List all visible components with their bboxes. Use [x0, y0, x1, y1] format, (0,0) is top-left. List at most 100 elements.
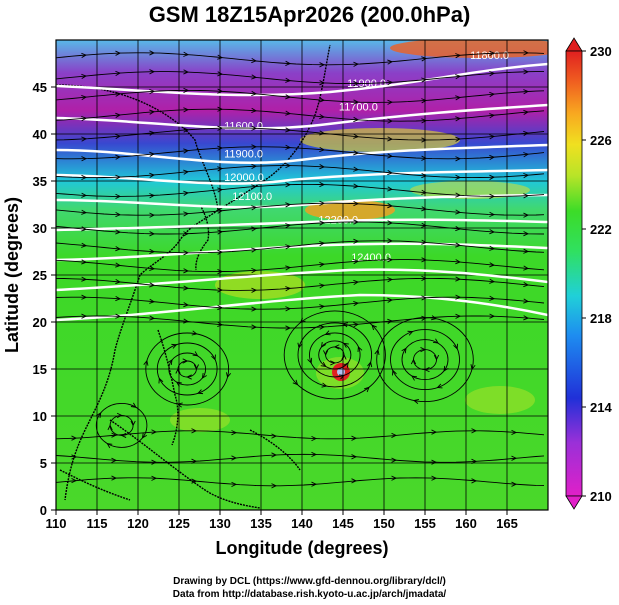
streamline-arrow [251, 205, 258, 211]
x-axis: 110 115 120 125 130 135 140 145 150 155 160 165 [46, 510, 518, 531]
streamline-arrow [391, 457, 398, 463]
y-tick-label: 40 [33, 127, 47, 142]
streamline-arrow [149, 315, 156, 321]
streamline-arrow [81, 259, 88, 265]
streamline-arrow [387, 257, 394, 263]
map-title: GSM 18Z15Apr2026 (200.0hPa) [148, 2, 471, 27]
streamline-arrow [271, 483, 278, 489]
streamline-arrow [107, 424, 113, 431]
streamline-arrow [81, 209, 88, 215]
streamline-arrow [353, 150, 360, 156]
streamline-arrow [151, 475, 158, 481]
streamline-arrow [271, 452, 278, 458]
streamline-arrow [81, 276, 88, 282]
streamline-arrow [285, 127, 292, 133]
streamline-arrow [251, 267, 258, 274]
streamline-arrow [217, 249, 224, 255]
streamline-arrow [81, 174, 88, 181]
streamline-arrow [285, 265, 292, 271]
streamline-arrow [192, 351, 199, 357]
streamline [56, 477, 545, 487]
streamline-arrow [71, 478, 78, 484]
streamline-arrow [353, 61, 360, 67]
colorbar-tick-label: 222 [590, 222, 612, 237]
streamline-arrow [471, 458, 478, 464]
streamline-arrow [81, 192, 88, 198]
colorbar-tick-label: 210 [590, 489, 612, 504]
streamline-arrow [367, 361, 373, 368]
y-tick-label: 35 [33, 174, 47, 189]
contour-label: 12100.0 [232, 191, 272, 203]
streamline-arrow [191, 478, 198, 484]
streamline-arrow [285, 77, 292, 83]
streamline-arrow [319, 80, 326, 86]
streamline-arrow [455, 294, 462, 300]
streamline-arrow [391, 475, 398, 481]
streamline-arrow [149, 50, 156, 56]
streamline-arrow [115, 295, 122, 302]
streamline-arrow [149, 130, 156, 136]
streamline-arrow [143, 359, 149, 366]
streamline-arrow [421, 137, 428, 143]
streamline-arrow [455, 209, 462, 215]
streamline-arrow [523, 89, 530, 95]
streamline-arrow [183, 231, 190, 237]
streamline-arrow [285, 306, 292, 312]
streamline-arrow [357, 345, 363, 352]
streamline-arrow [455, 74, 462, 80]
streamline-arrow [285, 60, 292, 66]
streamline-arrow [353, 99, 360, 105]
streamline-arrow [319, 97, 326, 103]
streamline-arrow [387, 118, 394, 124]
streamline-arrow [183, 285, 190, 291]
x-tick-label: 150 [373, 516, 395, 531]
streamline-arrow [197, 389, 204, 395]
x-tick-label: 165 [496, 516, 518, 531]
streamline-arrow [251, 125, 258, 131]
streamline [56, 146, 545, 160]
streamline-arrow [191, 428, 198, 434]
streamline-arrow [431, 429, 438, 435]
streamline-arrow [217, 88, 224, 94]
streamline-arrow [523, 212, 530, 218]
colorbar-top-arrow [565, 37, 583, 52]
y-tick-label: 45 [33, 80, 47, 95]
streamline-arrow [115, 174, 122, 180]
streamline-arrow [511, 481, 518, 487]
streamline-arrow [115, 246, 122, 252]
streamline-arrow [217, 166, 224, 172]
colorbar-scale [565, 50, 583, 497]
streamline-arrow [96, 412, 102, 418]
streamline-arrow [353, 322, 360, 328]
streamline-arrow [430, 315, 437, 321]
streamline [56, 183, 545, 197]
streamline-arrow [285, 325, 292, 331]
streamline-arrow [217, 106, 224, 112]
streamline-arrow [319, 304, 326, 310]
contour-label: 11900.0 [347, 78, 386, 90]
streamline-arrow [523, 298, 530, 304]
streamline-arrow [523, 265, 530, 271]
streamline-arrow [311, 435, 318, 442]
streamline [56, 453, 545, 463]
streamline-arrow [455, 313, 462, 319]
streamline-arrow [353, 183, 360, 189]
colorbar-tick-label: 214 [590, 400, 612, 415]
streamline-arrow [343, 361, 349, 368]
streamline [56, 430, 545, 440]
circulation-streamline [401, 339, 449, 381]
y-axis-title: Latitude (degrees) [2, 197, 22, 353]
streamline-arrow [285, 94, 292, 100]
streamline-arrow [149, 193, 156, 199]
streamline-arrow [81, 226, 88, 232]
contour-label: 12200.0 [318, 214, 358, 226]
x-tick-label: 110 [46, 516, 67, 531]
streamline-arrow [353, 81, 360, 87]
streamline-arrow [149, 109, 156, 115]
streamline-arrow [455, 136, 462, 142]
circulation-streamline [283, 310, 386, 400]
streamline-arrow [342, 322, 349, 328]
streamline-arrow [319, 283, 326, 289]
streamline-arrow [443, 365, 449, 372]
streamline-arrow [183, 87, 190, 93]
